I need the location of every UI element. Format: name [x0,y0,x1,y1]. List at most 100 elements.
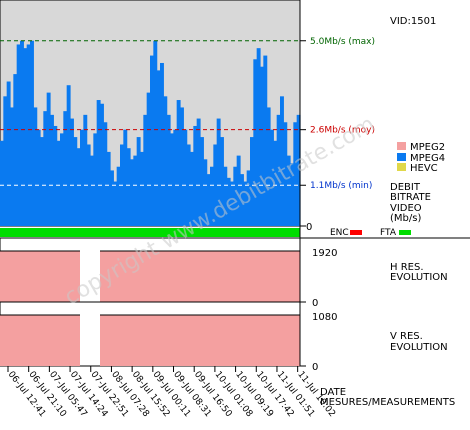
v-res-value-label: 1080 [312,312,337,323]
legend-label-mpeg2: MPEG2 [410,142,445,153]
bitrate-bar [123,129,128,226]
h-res-title-line-2: EVOLUTION [390,272,448,283]
legend: MPEG2 MPEG4 HEVC [397,142,445,174]
bitrate-title-line-1: DEBIT [390,182,421,193]
bitrate-title-line-3: VIDEO [390,203,422,214]
bitrate-bar [176,100,181,226]
v-res-title-line-1: V RES. [390,331,423,342]
legend-swatch-hevc [397,163,406,171]
bitrate-bar [70,118,74,226]
reference-line-label: 5.0Mb/s (max) [310,37,375,47]
bitrate-bar [3,96,8,226]
bitrate-series-mpeg4 [0,40,301,227]
bitrate-bar [153,40,158,226]
bitrate-bar [13,74,18,226]
bitrate-bar [110,170,114,226]
bitrate-bar [6,81,11,226]
bitrate-title-line-2: BITRATE [390,192,431,203]
bitrate-bar [156,70,161,226]
bitrate-bar [73,137,78,226]
bitrate-bar [200,137,204,226]
bitrate-bar [96,100,101,226]
bitrate-bar [136,137,141,226]
bitrate-panel-title: DEBIT BITRATE VIDEO (Mb/s) [390,182,431,224]
bitrate-bar [233,166,238,226]
bitrate-bar [16,44,21,227]
bitrate-bar [93,133,98,226]
bitrate-bar [196,118,201,226]
legend-label-hevc: HEVC [410,163,438,174]
bitrate-bar [30,40,34,226]
bitrate-bar [253,59,258,226]
fta-label: FTA [380,228,397,238]
bitrate-bar [230,181,234,226]
fta-strip [0,228,300,237]
bitrate-bar [276,114,281,226]
bitrate-bar [180,107,184,226]
bitrate-title-line-4: (Mb/s) [390,213,421,224]
h-res-value-label: 1920 [312,248,337,259]
bitrate-bar [60,133,64,226]
bitrate-bar [140,151,144,226]
bitrate-bar [190,151,194,226]
fta-swatch [399,230,411,235]
bitrate-bar [220,137,224,226]
legend-label-mpeg4: MPEG4 [410,153,445,164]
legend-swatch-mpeg2 [397,142,406,150]
bitrate-bar [76,148,81,226]
bitrate-bar [246,170,251,226]
x-axis-title-line-2: MESURES/MEASUREMENTS [320,397,455,408]
bitrate-bar [150,55,154,226]
bitrate-bar [50,114,54,226]
resolution-segment [0,315,80,366]
bitrate-zero-label: 0 [306,222,312,233]
bitrate-bar [20,40,24,226]
bitrate-bar [223,166,228,226]
bitrate-bar [263,55,268,226]
h-res-zero-label: 0 [312,298,318,309]
legend-swatch-mpeg4 [397,153,406,161]
bitrate-bar [236,155,241,226]
bitrate-bar [40,137,44,226]
bitrate-bar [296,114,301,226]
reference-line-label: 2.6Mb/s (moy) [310,126,375,136]
bitrate-bar [160,62,164,227]
bitrate-bar [23,48,28,226]
bitrate-bar [203,159,208,226]
bitrate-bar [273,140,278,226]
bitrate-bar [210,166,214,226]
bitrate-bar [36,129,41,226]
bitrate-bar [213,144,218,226]
bitrate-bar [270,129,274,226]
bitrate-bar [113,181,118,226]
reference-line-label: 1.1Mb/s (min) [310,181,372,191]
bitrate-bar [143,114,148,226]
v-res-title-line-2: EVOLUTION [390,342,448,353]
bitrate-bar [173,129,178,226]
resolution-segment [100,315,300,366]
x-axis-title-line-1: DATE [320,387,346,398]
resolution-segment [0,251,80,302]
bitrate-bar [240,174,244,226]
bitrate-bar [256,48,261,226]
bitrate-bar [250,137,254,226]
bitrate-bar [146,92,151,227]
bitrate-bar [206,174,211,226]
bitrate-bar [166,114,171,226]
bitrate-bar [126,148,131,226]
resolution-segment [100,251,300,302]
bitrate-bar [283,122,288,226]
bitrate-bar [80,129,84,226]
bitrate-bar [266,107,271,226]
bitrate-bar [53,125,58,226]
reference-lines: 5.0Mb/s (max) 2.6Mb/s (moy) 1.1Mb/s (min) [0,37,375,191]
bitrate-bar [103,122,108,226]
bitrate-bar [186,144,191,226]
bitrate-bar [280,96,284,226]
bitrate-bar [0,140,4,226]
enc-swatch [350,230,362,235]
vid-label: VID:1501 [390,16,436,27]
bitrate-bar [216,118,221,226]
